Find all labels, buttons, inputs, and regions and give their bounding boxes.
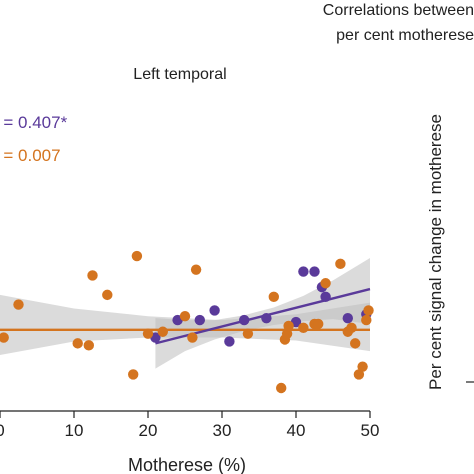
data-point-purple <box>209 305 220 316</box>
data-point-orange <box>72 338 83 349</box>
data-point-orange <box>131 250 143 262</box>
figure-title-line1: Correlations between <box>323 2 474 19</box>
legend-orange: r = 0.007 <box>0 146 61 165</box>
data-point-orange <box>320 278 331 289</box>
data-point-orange <box>13 299 24 310</box>
data-point-orange <box>157 326 168 337</box>
data-point-purple <box>261 312 272 324</box>
data-point-purple <box>239 314 250 326</box>
data-point-orange <box>128 369 139 380</box>
data-point-orange <box>87 270 98 281</box>
x-ticks: 0 10 20 30 40 50 <box>0 411 379 440</box>
data-point-orange <box>268 291 279 303</box>
data-point-orange <box>242 328 254 339</box>
data-point-purple <box>342 312 353 324</box>
data-point-purple <box>309 266 320 277</box>
data-point-purple <box>194 314 205 326</box>
data-point-orange <box>350 338 361 349</box>
x-axis-label: Motherese (%) <box>128 455 246 474</box>
x-tick-label: 20 <box>139 421 158 440</box>
figure-title-line2: per cent motherese <box>336 27 474 44</box>
data-point-orange <box>298 322 309 334</box>
x-tick-label: 30 <box>213 421 232 440</box>
x-tick-label: 50 <box>361 421 380 440</box>
data-points <box>0 250 374 394</box>
data-point-orange <box>142 328 154 339</box>
x-tick-label: 10 <box>65 421 84 440</box>
confidence-band-purple <box>155 258 370 369</box>
data-point-purple <box>298 266 309 277</box>
x-tick-label: 0 <box>0 421 5 440</box>
data-point-orange <box>281 328 293 339</box>
data-point-orange <box>190 264 202 275</box>
data-point-purple <box>224 336 235 347</box>
chart-title: Left temporal <box>133 66 226 83</box>
data-point-purple <box>320 291 331 303</box>
data-point-orange <box>357 361 368 372</box>
data-point-orange <box>102 289 113 301</box>
data-point-orange <box>0 332 9 343</box>
data-point-orange <box>283 320 294 332</box>
data-point-orange <box>361 314 372 326</box>
data-point-orange <box>363 305 374 316</box>
data-point-orange <box>83 340 95 351</box>
data-point-orange <box>179 311 191 322</box>
confidence-bands <box>0 258 370 369</box>
x-tick-label: 40 <box>287 421 306 440</box>
data-point-orange <box>276 382 287 394</box>
data-point-orange <box>346 322 357 334</box>
data-point-orange <box>187 332 198 343</box>
data-point-orange <box>313 318 324 330</box>
data-point-orange <box>335 258 346 270</box>
legend-purple: r = 0.407* <box>0 113 68 132</box>
right-panel-ylabel: Per cent signal change in motherese <box>426 114 445 390</box>
data-point-orange <box>353 369 365 380</box>
